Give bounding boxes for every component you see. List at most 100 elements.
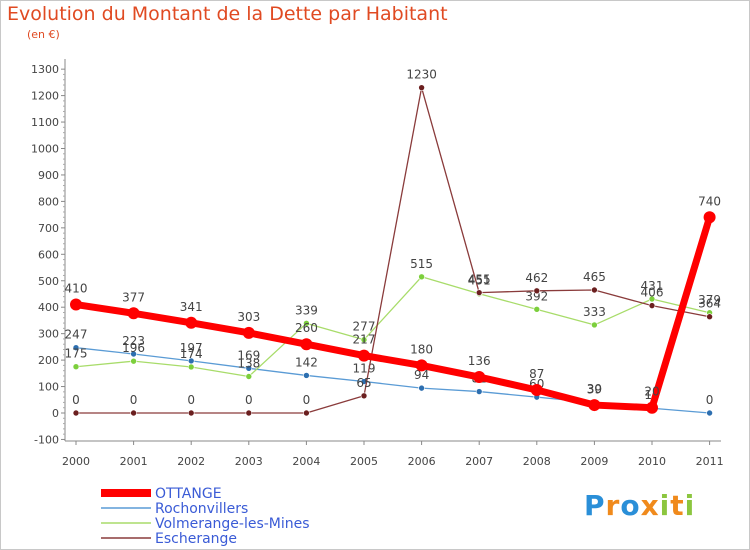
x-tick-label: 2006 xyxy=(408,455,436,468)
point-ottange xyxy=(646,401,658,414)
data-label-ottange: 136 xyxy=(468,354,491,368)
chart-title: Evolution du Montant de la Dette par Hab… xyxy=(7,3,448,25)
y-tick-label: 0 xyxy=(52,407,59,420)
data-label-ottange: 377 xyxy=(122,290,145,304)
x-tick-label: 2003 xyxy=(235,455,263,468)
point-ottange xyxy=(588,399,601,412)
legend-label-rochonvillers: Rochonvillers xyxy=(155,501,248,517)
data-label-rochonvillers: 39 xyxy=(587,383,602,397)
data-label-rochonvillers: 223 xyxy=(122,334,145,348)
y-tick-label: 100 xyxy=(38,381,59,394)
proxiti-logo: Proxiti xyxy=(584,489,695,522)
legend-label-volmerange-les-mines: Volmerange-les-Mines xyxy=(155,516,310,532)
y-tick-label: 700 xyxy=(38,222,59,235)
point-ottange xyxy=(70,298,82,311)
data-label-volmerange-les-mines: 277 xyxy=(353,320,376,334)
data-label-ottange: 260 xyxy=(295,321,318,335)
point-escherange xyxy=(303,409,310,417)
x-tick-label: 2011 xyxy=(696,455,724,468)
data-label-volmerange-les-mines: 379 xyxy=(698,293,721,307)
y-tick-label: 400 xyxy=(38,301,59,314)
y-tick-label: 1300 xyxy=(31,63,59,76)
data-label-ottange: 217 xyxy=(353,333,376,347)
point-volmerange-les-mines xyxy=(648,295,656,303)
logo-letter: o xyxy=(620,489,641,522)
x-tick-label: 2007 xyxy=(465,455,493,468)
data-label-escherange: 1230 xyxy=(406,68,437,82)
legend-label-escherange: Escherange xyxy=(155,531,237,547)
point-volmerange-les-mines xyxy=(418,273,425,281)
x-tick-label: 2001 xyxy=(120,455,148,468)
point-escherange xyxy=(245,409,253,417)
point-volmerange-les-mines xyxy=(303,320,310,327)
x-tick-label: 2008 xyxy=(523,455,551,468)
data-label-rochonvillers: 197 xyxy=(180,341,203,355)
point-ottange xyxy=(242,326,255,339)
point-ottange xyxy=(300,338,313,351)
point-escherange xyxy=(533,287,541,295)
point-ottange xyxy=(358,349,370,362)
y-tick-label: 1100 xyxy=(31,116,59,129)
data-label-escherange: 364 xyxy=(698,297,721,311)
data-label-escherange: 462 xyxy=(525,271,548,285)
data-label-ottange: 410 xyxy=(65,282,88,296)
point-volmerange-les-mines xyxy=(360,336,368,344)
chart-subtitle: (en €) xyxy=(27,28,60,41)
data-label-ottange: 740 xyxy=(698,194,721,208)
point-volmerange-les-mines xyxy=(72,363,80,371)
logo-letter: t xyxy=(670,489,685,522)
point-ottange xyxy=(127,307,140,320)
data-label-escherange: 465 xyxy=(583,270,606,284)
x-tick-label: 2005 xyxy=(350,455,378,468)
data-label-volmerange-les-mines: 451 xyxy=(468,274,491,288)
y-tick-label: 1000 xyxy=(31,143,59,156)
data-label-escherange: 0 xyxy=(130,393,138,407)
point-escherange xyxy=(360,392,368,400)
data-label-volmerange-les-mines: 515 xyxy=(410,257,433,271)
series-line-ottange xyxy=(72,213,714,412)
point-ottange xyxy=(415,359,428,372)
x-tick-label: 2004 xyxy=(292,455,320,468)
data-label-volmerange-les-mines: 196 xyxy=(122,341,145,355)
data-label-escherange: 65 xyxy=(356,376,371,390)
point-ottange xyxy=(185,316,198,329)
logo-letter: i xyxy=(684,489,696,522)
y-tick-label: 900 xyxy=(38,169,59,182)
point-rochonvillers xyxy=(303,372,310,379)
data-label-ottange: 20 xyxy=(644,385,659,399)
point-volmerange-les-mines xyxy=(533,306,541,313)
x-tick-label: 2010 xyxy=(638,455,666,468)
legend-label-ottange: OTTANGE xyxy=(155,486,222,502)
data-label-volmerange-les-mines: 392 xyxy=(525,289,548,303)
data-label-escherange: 0 xyxy=(245,393,253,407)
point-rochonvillers xyxy=(418,384,425,392)
data-label-volmerange-les-mines: 333 xyxy=(583,305,606,319)
data-label-ottange: 303 xyxy=(237,310,260,324)
logo-letter: P xyxy=(584,489,606,522)
point-rochonvillers xyxy=(72,344,80,351)
x-tick-label: 2002 xyxy=(177,455,205,468)
data-label-rochonvillers: 247 xyxy=(65,328,88,342)
x-tick-label: 2009 xyxy=(580,455,608,468)
y-tick-label: 300 xyxy=(38,328,59,341)
x-tick-label: 2000 xyxy=(62,455,90,468)
point-escherange xyxy=(187,409,195,417)
point-volmerange-les-mines xyxy=(130,357,137,365)
y-tick-label: 800 xyxy=(38,195,59,208)
data-label-rochonvillers: 0 xyxy=(706,393,714,407)
data-label-volmerange-les-mines: 339 xyxy=(295,303,318,317)
y-tick-label: 200 xyxy=(38,354,59,367)
y-tick-label: 500 xyxy=(38,275,59,288)
y-tick-label: -100 xyxy=(34,433,59,446)
y-tick-label: 1200 xyxy=(31,90,59,103)
y-tick-label: 600 xyxy=(38,248,59,261)
point-volmerange-les-mines xyxy=(187,363,195,371)
logo-letter: x xyxy=(640,489,660,522)
data-label-escherange: 0 xyxy=(303,393,311,407)
series-line-volmerange-les-mines xyxy=(75,276,711,378)
point-escherange xyxy=(130,409,137,417)
point-rochonvillers xyxy=(475,388,483,395)
data-label-volmerange-les-mines: 175 xyxy=(65,347,88,361)
